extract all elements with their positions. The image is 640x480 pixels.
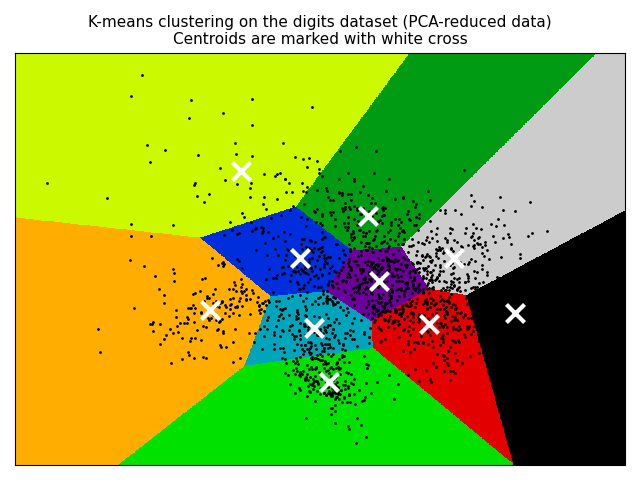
Point [449,253,459,261]
Point [324,378,335,386]
Title: K-means clustering on the digits dataset (PCA-reduced data)
Centroids are marked: K-means clustering on the digits dataset… [88,15,552,48]
Point [236,168,246,175]
Point [205,306,215,313]
Point [510,309,520,317]
Point [374,277,384,285]
Point [364,213,374,220]
Point [424,321,435,328]
Point [295,254,305,262]
Point [308,324,319,332]
